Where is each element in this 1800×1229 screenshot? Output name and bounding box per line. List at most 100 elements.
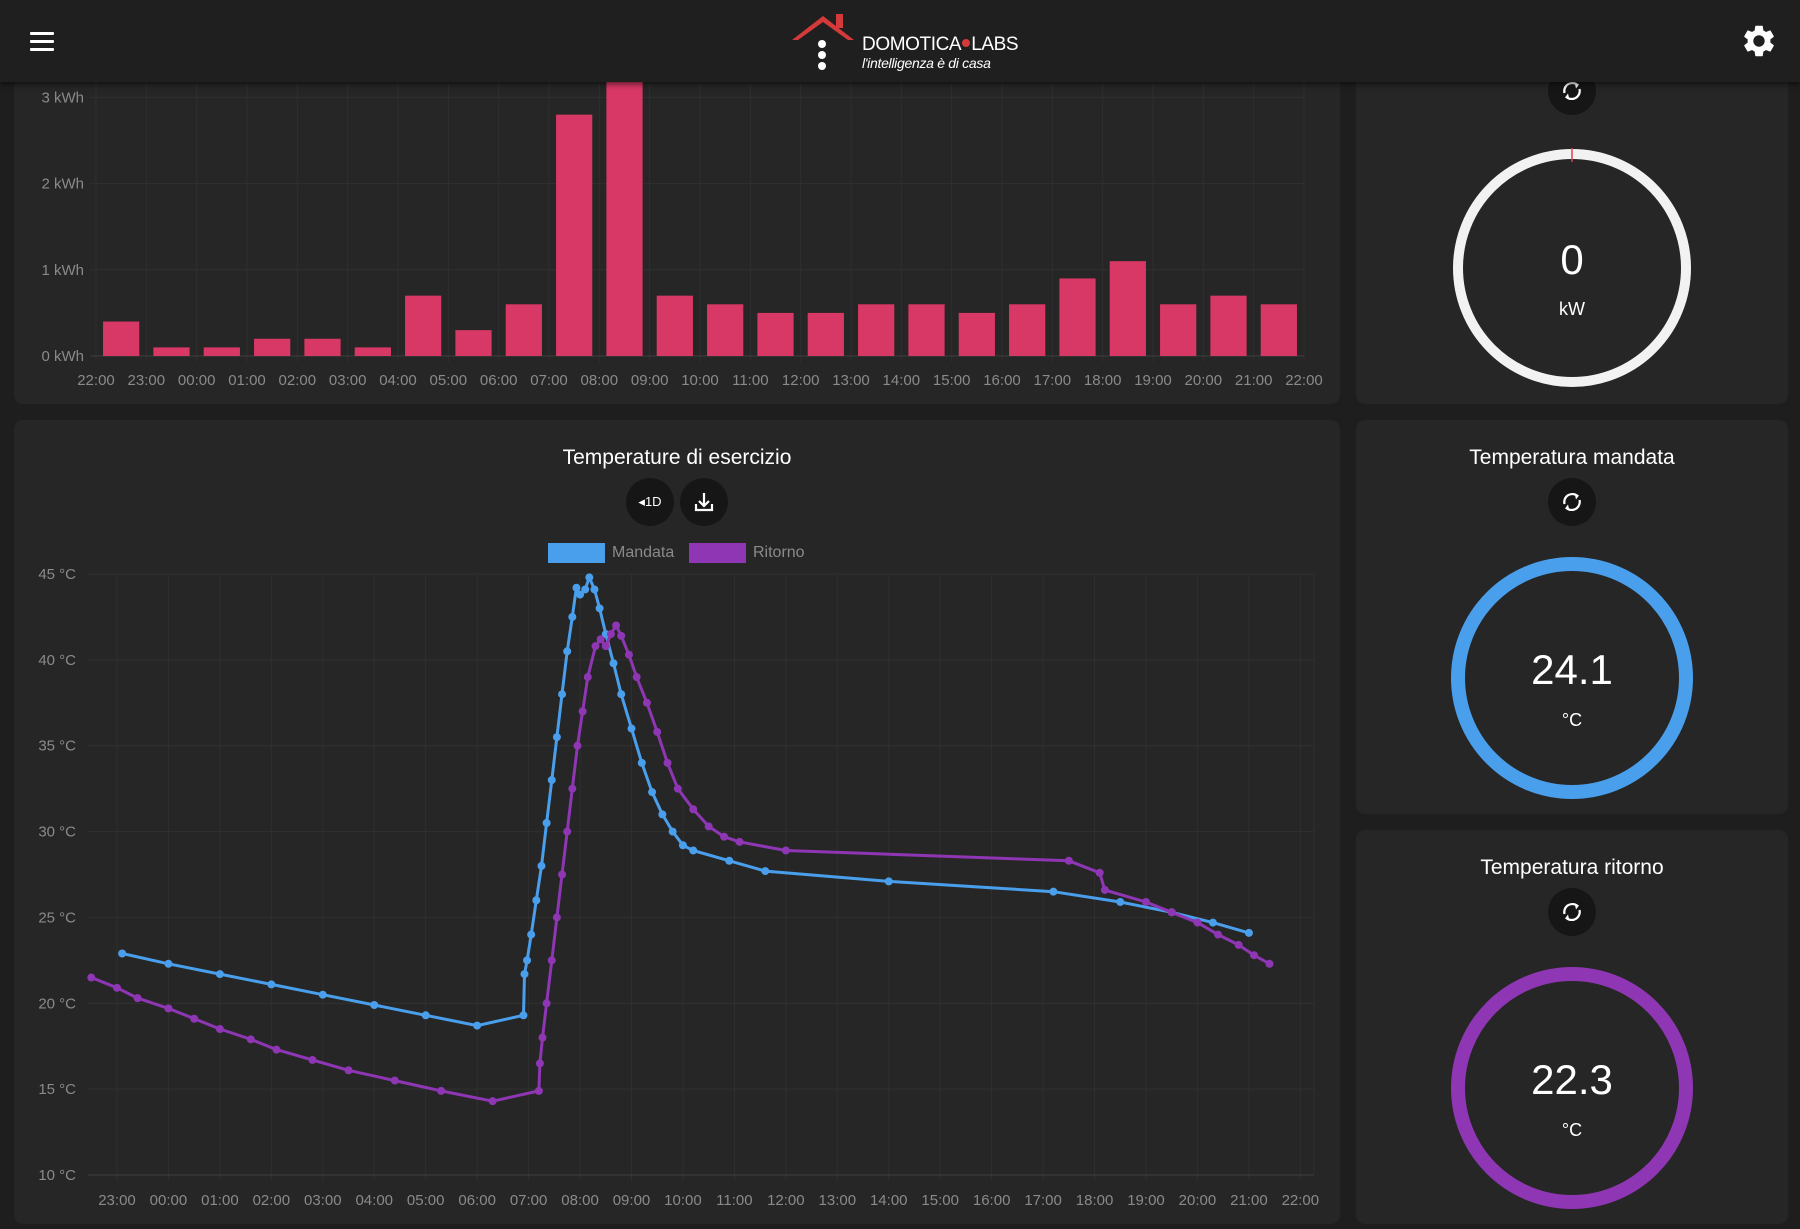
x-tick-label: 22:00 [77,372,115,389]
data-point-ritorno [1167,908,1176,917]
range-1d-button[interactable]: ◂1D [626,478,674,526]
x-tick-label: 23:00 [98,1192,136,1209]
mandata-title: Temperatura mandata [1469,446,1675,469]
energy-bar [707,304,744,356]
energy-bar [757,312,794,356]
x-tick-label: 19:00 [1134,372,1172,389]
energy-bar [656,295,693,356]
data-point-ritorno [735,837,744,846]
refresh-button[interactable] [1548,478,1596,526]
mandata-gauge-ring [1451,557,1693,799]
data-point-mandata [609,659,618,668]
data-point-mandata [421,1011,430,1020]
ritorno-title: Temperatura ritorno [1480,856,1664,879]
x-tick-label: 20:00 [1185,372,1223,389]
data-point-mandata [884,877,893,886]
x-tick-label: 00:00 [150,1192,188,1209]
data-point-mandata [595,604,604,613]
x-tick-label: 14:00 [870,1192,908,1209]
data-point-mandata [118,949,127,958]
data-point-ritorno [534,1086,543,1095]
data-point-mandata [519,1011,528,1020]
x-tick-label: 16:00 [973,1192,1011,1209]
energy-bar [606,80,643,356]
x-tick-label: 05:00 [430,372,468,389]
refresh-icon [1563,903,1581,921]
energy-bar [103,321,140,356]
y-tick-label: 0 kWh [41,348,84,365]
x-tick-label: 22:00 [1285,372,1323,389]
mandata-value: 24.1 [1531,646,1613,693]
data-point-ritorno [1193,918,1202,927]
x-tick-label: 09:00 [631,372,669,389]
y-tick-label: 15 °C [38,1081,76,1098]
x-tick-label: 01:00 [201,1192,239,1209]
energy-bar [807,312,844,356]
data-point-mandata [563,647,572,656]
data-point-mandata [576,590,585,599]
data-point-ritorno [596,635,605,644]
hamburger-menu-icon[interactable] [26,26,60,56]
legend-label-ritorno: Ritorno [753,544,805,561]
data-point-ritorno [781,846,790,855]
data-point-ritorno [642,698,651,707]
top-bar: DOMOTICA LABS l'intelligenza è di casa [0,0,1800,82]
x-tick-label: 00:00 [178,372,216,389]
data-point-mandata [581,585,590,594]
data-point-ritorno [547,956,556,965]
ritorno-gauge-ring [1451,967,1693,1209]
energy-bar [153,347,190,356]
x-tick-label: 02:00 [253,1192,291,1209]
data-point-ritorno [617,631,626,640]
x-tick-label: 08:00 [561,1192,599,1209]
data-point-mandata [637,758,646,767]
energy-chart-card: 0 kWh 1 kWh 2 kWh 3 kWh 22:00 23:00 00:00 01:00… [14,40,1340,404]
data-point-ritorno [215,1025,224,1034]
data-point-mandata [761,867,770,876]
data-point-ritorno [246,1035,255,1044]
x-tick-label: 04:00 [379,372,417,389]
energy-bar [254,338,291,356]
x-tick-label: 18:00 [1076,1192,1114,1209]
data-point-ritorno [535,1059,544,1068]
data-point-mandata [520,970,529,979]
data-point-mandata [689,846,698,855]
energy-bar [203,347,240,356]
energy-bar [1059,278,1096,356]
data-point-ritorno [1095,868,1104,877]
gear-icon[interactable] [1740,22,1778,60]
x-tick-label: 04:00 [355,1192,393,1209]
data-point-ritorno [1142,897,1150,906]
data-point-ritorno [190,1014,199,1023]
logo-tagline: l'intelligenza è di casa [862,55,991,71]
temperature-line-chart: 10 °C 15 °C 20 °C 25 °C 30 °C 35 °C 40 °C 45 °C… [38,566,1319,1209]
data-point-ritorno [164,1004,173,1013]
energy-bar [505,304,542,356]
download-button[interactable] [680,478,728,526]
download-icon [694,493,714,512]
data-point-mandata [627,724,636,733]
chevron-left-icon: ◂ [638,494,645,509]
data-point-mandata [523,956,532,965]
x-tick-label: 16:00 [983,372,1021,389]
energy-bar [455,330,492,356]
temperature-chart-card: Temperature di esercizio ◂1D 10 °C 15 °C 2… [14,420,1340,1224]
data-point-ritorno [552,913,561,922]
x-tick-label: 17:00 [1024,1192,1062,1209]
data-point-mandata [552,733,561,742]
y-tick-label: 35 °C [38,738,76,755]
data-point-ritorno [1250,951,1259,960]
data-point-mandata [658,810,667,819]
data-point-mandata [473,1021,482,1030]
y-tick-label: 2 kWh [41,176,84,193]
refresh-icon [1563,82,1581,100]
data-point-ritorno [538,1033,547,1042]
refresh-button[interactable] [1548,888,1596,936]
x-tick-label: 15:00 [933,372,971,389]
power-gauge-card: 0 kW [1356,40,1788,404]
y-tick-label: 3 kWh [41,89,84,106]
data-point-ritorno [568,784,577,793]
energy-bar [1109,261,1146,356]
data-point-ritorno [632,673,641,682]
data-point-mandata [542,818,551,827]
